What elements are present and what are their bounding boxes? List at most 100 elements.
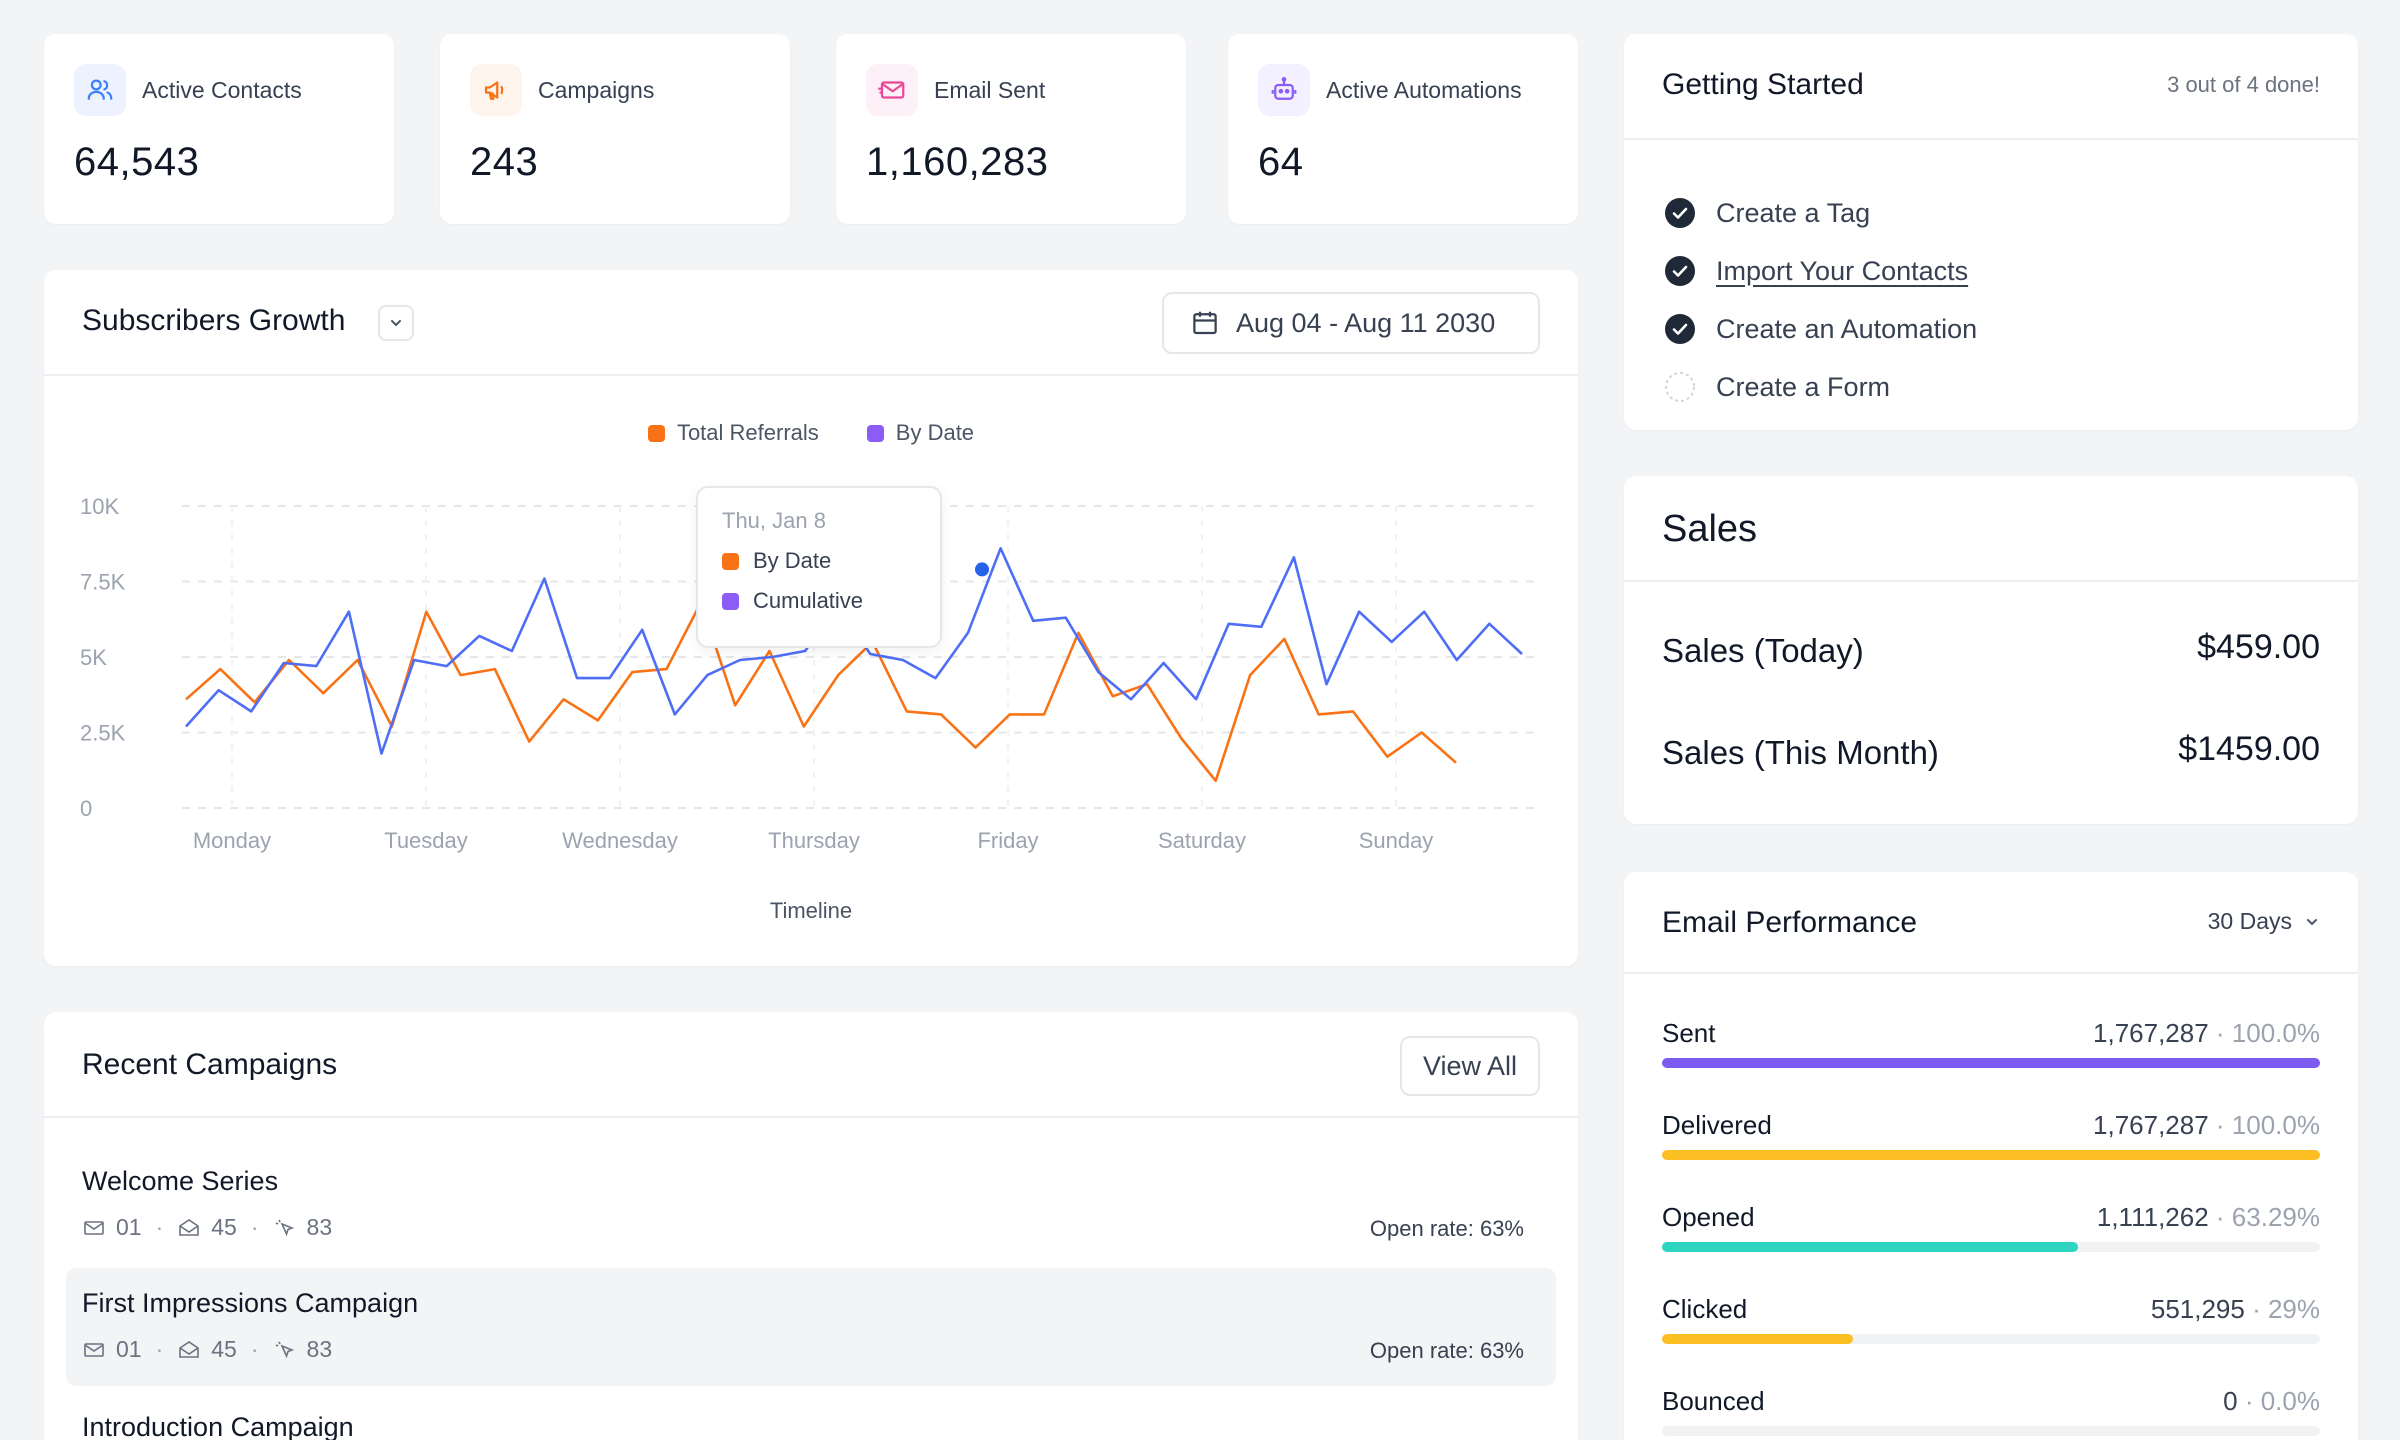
x-axis-label: Timeline	[770, 898, 852, 923]
date-range-picker[interactable]: Aug 04 - Aug 11 2030	[1162, 292, 1540, 354]
metric-count: 0 · 0.0%	[2223, 1386, 2320, 1416]
growth-title: Subscribers Growth	[82, 304, 346, 337]
contacts-icon	[74, 64, 126, 116]
campaign-name: Welcome Series	[82, 1166, 279, 1196]
y-tick-label: 2.5K	[80, 721, 126, 746]
stat-label: Active Automations	[1326, 76, 1522, 103]
campaign-clicked: 83	[306, 1214, 333, 1240]
sales-card: Sales Sales (Today) $459.00 Sales (This …	[1624, 476, 2358, 824]
checklist-label: Create an Automation	[1716, 313, 1978, 344]
stat-card-email-sent: Email Sent 1,160,283	[836, 34, 1186, 224]
mail-icon	[84, 1342, 104, 1357]
campaign-row[interactable]: Introduction Campaign	[66, 1392, 1556, 1440]
metric-row-opened: Opened 1,111,262 · 63.29%	[1662, 1202, 2320, 1294]
metric-count: 1,767,287 · 100.0%	[2093, 1110, 2320, 1140]
x-tick-label: Friday	[977, 828, 1038, 853]
getting-started-title: Getting Started	[1662, 68, 1864, 101]
campaign-sent: 01	[116, 1214, 142, 1240]
campaigns-header: Recent Campaigns View All	[44, 1012, 1578, 1118]
check-circle-icon	[1665, 198, 1695, 228]
email-sent-icon	[866, 64, 918, 116]
metric-count: 1,111,262 · 63.29%	[2096, 1202, 2320, 1232]
campaign-opened: 45	[211, 1336, 237, 1362]
view-all-button[interactable]: View All	[1400, 1036, 1540, 1096]
legend-item[interactable]: By Date	[866, 420, 975, 446]
metric-progress-track	[1662, 1334, 2320, 1344]
x-tick-label: Thursday	[768, 828, 860, 853]
email-performance-title: Email Performance	[1662, 906, 1918, 939]
checklist-item[interactable]: Create a Form	[1664, 358, 1977, 416]
mail-open-icon	[179, 1218, 200, 1236]
checklist-label: Create a Form	[1716, 371, 1891, 402]
tooltip-swatch	[722, 552, 739, 570]
chart-tooltip: Thu, Jan 8 By Date Cumulative	[696, 486, 942, 648]
stat-label: Campaigns	[538, 76, 655, 103]
checklist-label: Create a Tag	[1716, 197, 1871, 228]
checklist-item[interactable]: Import Your Contacts	[1664, 242, 1977, 300]
y-tick-label: 5K	[80, 645, 107, 670]
subscribers-growth-card: 10K 7.5K 5K 2.5K 0 Monday Tuesday Wednesday Thur…	[44, 270, 1578, 966]
mail-open-icon	[179, 1340, 200, 1358]
x-tick-label: Saturday	[1158, 828, 1246, 853]
campaign-row[interactable]: First Impressions Campaign 01 · 45 · 83 …	[66, 1268, 1556, 1386]
date-range-label: Aug 04 - Aug 11 2030	[1236, 307, 1496, 338]
megaphone-icon	[470, 64, 522, 116]
metric-progress-bar	[1662, 1058, 2320, 1068]
tooltip-label: By Date	[753, 548, 832, 573]
email-performance-range-dropdown[interactable]: 30 Days	[2208, 908, 2320, 935]
metric-name: Clicked	[1662, 1294, 1748, 1324]
getting-started-card: Getting Started 3 out of 4 done! Create …	[1624, 34, 2358, 430]
growth-header: Subscribers Growth Aug 04 - Aug 11 2030	[44, 270, 1578, 376]
checklist: Create a Tag Import Your Contacts Create…	[1664, 184, 1977, 416]
metric-progress-track	[1662, 1426, 2320, 1436]
checklist-label: Import Your Contacts	[1716, 255, 1969, 286]
stat-value: 64,543	[74, 140, 200, 184]
metric-count: 1,767,287 · 100.0%	[2093, 1018, 2320, 1048]
stat-value: 64	[1258, 140, 1304, 184]
stat-card-active-automations: Active Automations 64	[1228, 34, 1578, 224]
check-circle-icon	[1665, 314, 1695, 344]
campaign-sent: 01	[116, 1336, 142, 1362]
campaign-row[interactable]: Welcome Series 01 · 45 · 83 Open rate: 6…	[66, 1146, 1556, 1264]
sales-today-label: Sales (Today)	[1662, 632, 1864, 669]
range-label: 30 Days	[2207, 908, 2292, 934]
campaign-opened: 45	[211, 1214, 237, 1240]
metric-row-delivered: Delivered 1,767,287 · 100.0%	[1662, 1110, 2320, 1202]
sales-month-row: Sales (This Month) $1459.00	[1662, 730, 2320, 772]
y-tick-label: 7.5K	[80, 570, 126, 595]
y-tick-label: 0	[80, 796, 92, 821]
sales-today-row: Sales (Today) $459.00	[1662, 628, 2320, 670]
checklist-item[interactable]: Create a Tag	[1664, 184, 1977, 242]
x-tick-label: Tuesday	[384, 828, 468, 853]
chart-legend: Total Referrals By Date	[44, 420, 1578, 446]
chevron-down-icon	[2307, 918, 2317, 925]
stat-value: 1,160,283	[866, 140, 1049, 184]
mail-icon	[84, 1220, 104, 1235]
campaign-name: Introduction Campaign	[82, 1412, 354, 1440]
metric-name: Opened	[1662, 1202, 1755, 1232]
growth-dropdown-button[interactable]	[378, 305, 414, 341]
getting-started-progress: 3 out of 4 done!	[2167, 72, 2320, 97]
stat-value: 243	[470, 140, 539, 184]
metric-name: Sent	[1662, 1018, 1716, 1048]
metric-row-bounced: Bounced 0 · 0.0%	[1662, 1386, 2320, 1440]
legend-item[interactable]: Total Referrals	[647, 420, 819, 446]
stat-card-campaigns: Campaigns 243	[440, 34, 790, 224]
chevron-down-icon	[391, 320, 401, 327]
metric-progress-track	[1662, 1058, 2320, 1068]
metric-row-clicked: Clicked 551,295 · 29%	[1662, 1294, 2320, 1386]
metric-progress-track	[1662, 1242, 2320, 1252]
campaign-meta: 01 · 45 · 83	[82, 1336, 332, 1363]
metric-progress-bar	[1662, 1242, 2079, 1252]
sales-month-value: $1459.00	[2178, 730, 2320, 768]
campaigns-title: Recent Campaigns	[82, 1048, 338, 1081]
checklist-item[interactable]: Create an Automation	[1664, 300, 1977, 358]
x-tick-label: Sunday	[1359, 828, 1434, 853]
campaign-open-rate: Open rate: 63%	[1369, 1338, 1524, 1363]
tooltip-row: By Date	[722, 548, 916, 574]
legend-label: By Date	[895, 420, 975, 445]
pending-circle-icon	[1665, 372, 1695, 402]
calendar-icon	[1193, 311, 1217, 335]
cursor-click-icon	[275, 1219, 294, 1236]
tooltip-row: Cumulative	[722, 588, 916, 614]
